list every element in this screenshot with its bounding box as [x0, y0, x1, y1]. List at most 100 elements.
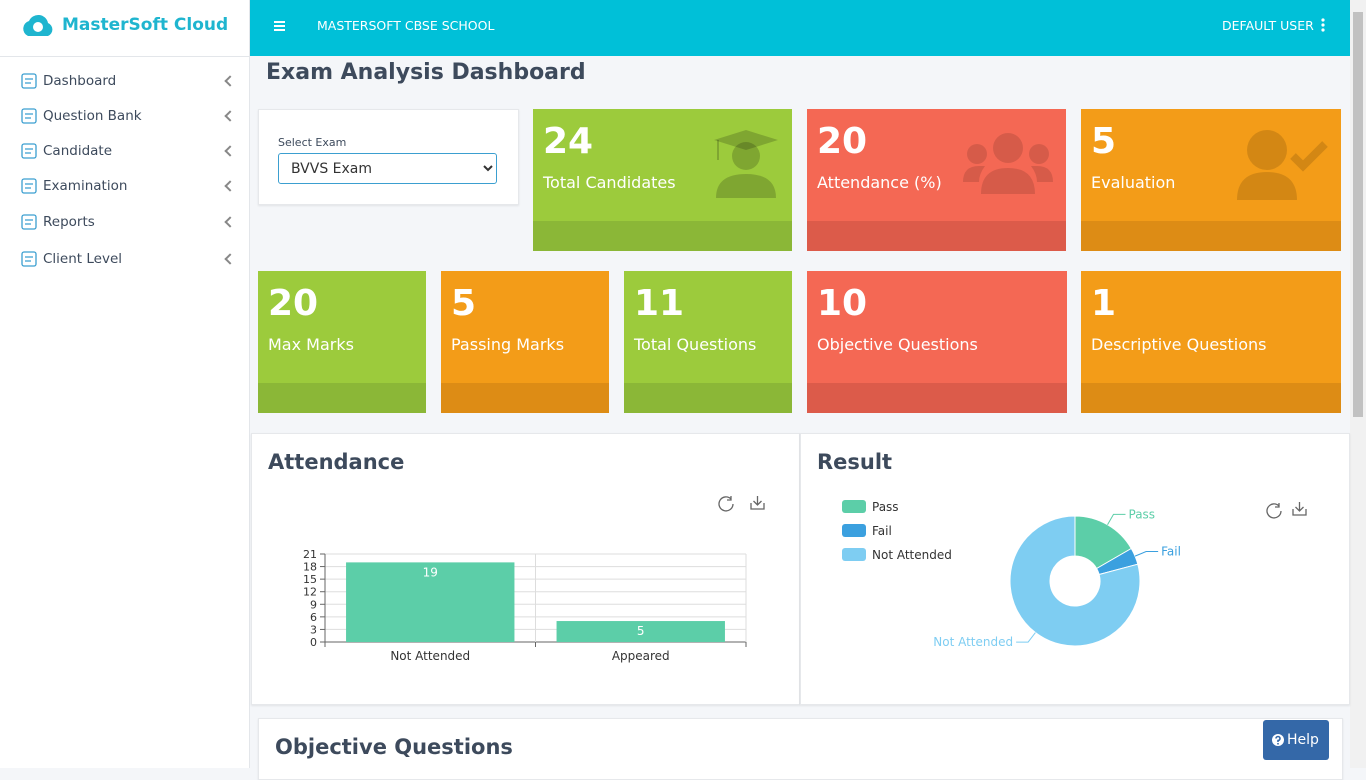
user-menu[interactable]: [1320, 18, 1326, 34]
nav-item[interactable]: Reports: [0, 208, 249, 238]
objective-section: Objective Questions: [258, 718, 1343, 780]
chart-title: Result: [817, 450, 893, 474]
nav-label: Examination: [43, 178, 128, 194]
stat-card[interactable]: 20 Max Marks: [258, 271, 426, 413]
stat-card[interactable]: 10 Objective Questions: [807, 271, 1067, 413]
bar: [556, 621, 725, 642]
nav-chevron: [224, 253, 236, 265]
exam-select[interactable]: BVVS Exam: [278, 153, 497, 184]
stat-footer: [1081, 221, 1341, 251]
user-name[interactable]: DEFAULT USER: [1222, 18, 1314, 33]
leader-line: [1134, 551, 1159, 557]
legend-swatch: [842, 548, 866, 561]
y-tick-label: 0: [310, 636, 317, 649]
stat-footer: [1081, 383, 1341, 413]
nav-icon: [21, 73, 37, 89]
stat-card[interactable]: 1 Descriptive Questions: [1081, 271, 1341, 413]
stat-label: Passing Marks: [451, 335, 565, 354]
nav-item[interactable]: Dashboard: [0, 67, 249, 97]
stat-value: 20: [268, 283, 319, 324]
stat-value: 10: [817, 283, 868, 324]
stat-label: Descriptive Questions: [1091, 335, 1267, 354]
stat-label: Objective Questions: [817, 335, 978, 354]
bar-value-label: 19: [423, 565, 438, 579]
nav-label: Dashboard: [43, 73, 117, 89]
bar: [346, 562, 515, 642]
menu-toggle[interactable]: [274, 20, 286, 32]
exam-select-card: Select Exam BVVS Exam: [258, 109, 519, 205]
pie-chart: Pass Pass Fail Fail Not Attended Not Attended: [842, 500, 1307, 649]
nav-item[interactable]: Examination: [0, 172, 249, 202]
legend-label[interactable]: Pass: [872, 500, 899, 514]
download-icon[interactable]: [1292, 502, 1307, 516]
x-tick-label: Appeared: [612, 649, 670, 663]
help-icon: [1272, 734, 1284, 746]
select-label: Select Exam: [278, 136, 347, 149]
legend-label[interactable]: Not Attended: [872, 548, 952, 562]
nav-chevron: [224, 75, 236, 87]
stat-label: Evaluation: [1091, 173, 1176, 192]
stat-footer: [533, 221, 792, 251]
stat-card[interactable]: 5 Passing Marks: [441, 271, 609, 413]
refresh-icon[interactable]: [718, 496, 734, 512]
logo: MasterSoft Cloud: [0, 0, 249, 57]
y-tick-label: 9: [310, 598, 317, 611]
nav-item[interactable]: Client Level: [0, 245, 249, 275]
stat-card[interactable]: 11 Total Questions: [624, 271, 792, 413]
leader-line: [1016, 632, 1036, 643]
stat-footer: [807, 383, 1067, 413]
nav-item[interactable]: Question Bank: [0, 102, 249, 132]
attendance-icon: [963, 133, 1053, 194]
school-name: MASTERSOFT CBSE SCHOOL: [317, 18, 495, 33]
brand: MasterSoft Cloud: [62, 15, 229, 35]
stat-value: 11: [634, 283, 685, 324]
nav-icon: [21, 214, 37, 230]
help-label: Help: [1287, 732, 1319, 748]
slice-label: Pass: [1129, 507, 1156, 521]
stat-label: Total Questions: [634, 335, 757, 354]
stat-footer: [807, 221, 1066, 251]
stat-footer: [624, 383, 792, 413]
attendance-panel: Attendance 0 3 6 9 12 15 18 21 19 Not Attended 5 Ap…: [251, 433, 800, 705]
nav-label: Candidate: [43, 143, 113, 159]
legend-swatch: [842, 500, 866, 513]
stat-value: 20: [817, 121, 868, 162]
nav-label: Client Level: [43, 251, 123, 267]
bar-value-label: 5: [637, 624, 645, 638]
stat-card[interactable]: 24 Total Candidates: [533, 109, 792, 251]
nav-label: Question Bank: [43, 108, 142, 124]
legend-swatch: [842, 524, 866, 537]
pie-slice: [1009, 515, 1141, 647]
stat-card[interactable]: 5 Evaluation: [1081, 109, 1341, 251]
nav-chevron: [224, 110, 236, 122]
nav-icon: [21, 251, 37, 267]
nav-label: Reports: [43, 214, 95, 230]
refresh-icon[interactable]: [1266, 503, 1282, 519]
nav-chevron: [224, 145, 236, 157]
leader-line: [1107, 513, 1126, 525]
download-icon[interactable]: [750, 496, 765, 510]
sidebar: MasterSoft Cloud Dashboard Question Bank C…: [0, 0, 250, 768]
stat-label: Max Marks: [268, 335, 354, 354]
stat-card[interactable]: 20 Attendance (%): [807, 109, 1066, 251]
stat-label: Attendance (%): [817, 173, 942, 192]
stat-footer: [258, 383, 426, 413]
nav-item[interactable]: Candidate: [0, 137, 249, 167]
y-tick-label: 6: [310, 611, 317, 624]
top-bar: MASTERSOFT CBSE SCHOOL DEFAULT USER: [250, 0, 1350, 56]
stat-label: Total Candidates: [543, 173, 676, 192]
help-button[interactable]: Help: [1263, 720, 1329, 760]
nav-icon: [21, 108, 37, 124]
scrollbar[interactable]: [1350, 0, 1366, 768]
slice-label: Not Attended: [933, 635, 1013, 649]
stat-value: 1: [1091, 283, 1117, 324]
page-title: Exam Analysis Dashboard: [266, 60, 586, 85]
y-tick-label: 12: [303, 586, 317, 599]
y-tick-label: 21: [303, 548, 317, 561]
legend-label[interactable]: Fail: [872, 524, 892, 538]
y-tick-label: 3: [310, 623, 317, 636]
nav-chevron: [224, 180, 236, 192]
logo-icon: [23, 14, 53, 36]
